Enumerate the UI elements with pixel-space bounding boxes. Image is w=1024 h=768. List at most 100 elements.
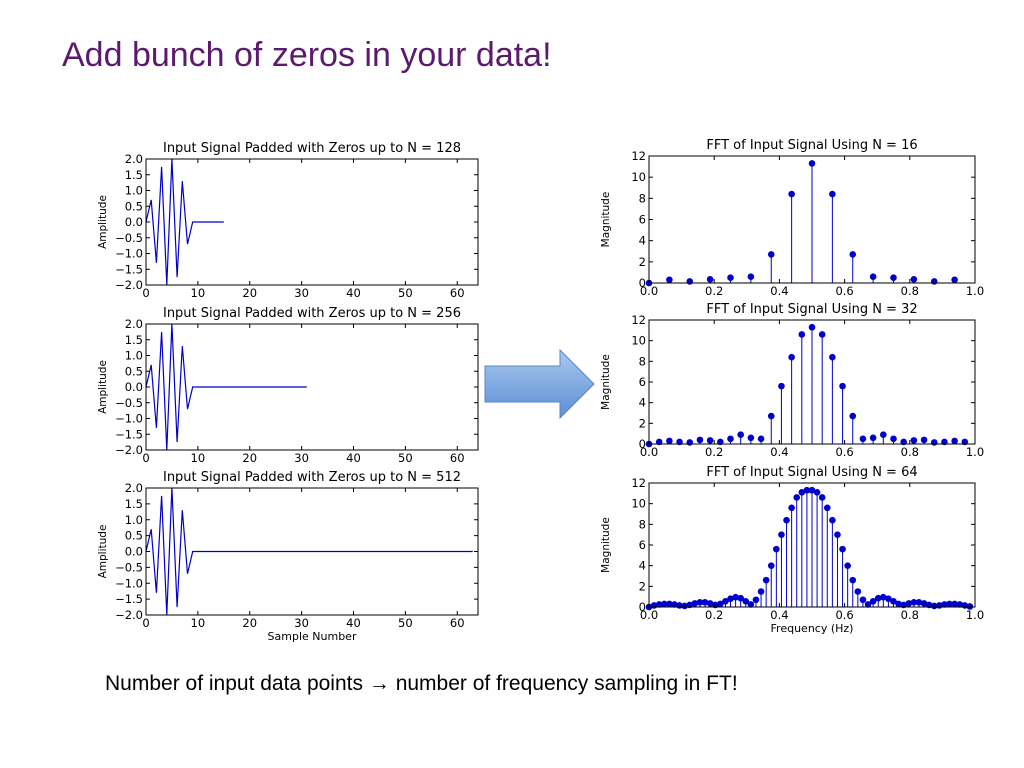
stem-marker <box>696 436 704 444</box>
y-axis-label: Magnitude <box>600 354 612 410</box>
stem-marker <box>829 353 836 361</box>
stem-marker <box>706 437 714 444</box>
y-tick-label: 10 <box>631 170 646 184</box>
x-tick-label: 0.0 <box>640 445 658 459</box>
stem-marker <box>727 274 734 282</box>
stem-marker <box>854 588 862 595</box>
stem-marker <box>885 595 892 603</box>
stem-marker <box>930 278 938 285</box>
y-tick-label: −2.0 <box>115 608 143 622</box>
x-tick-label: 30 <box>294 286 309 300</box>
chart-1: Input Signal Padded with Zeros up to N =… <box>97 141 479 300</box>
y-tick-label: 0.5 <box>125 364 143 378</box>
x-tick-label: 40 <box>346 451 361 465</box>
stem-marker <box>747 601 755 608</box>
y-tick-label: 2.0 <box>125 152 143 166</box>
y-tick-label: 2.0 <box>125 481 143 495</box>
chart-title: Input Signal Padded with Zeros up to N =… <box>163 470 461 485</box>
stem-marker <box>655 601 663 608</box>
y-tick-label: 12 <box>631 476 646 490</box>
x-tick-label: 60 <box>450 451 465 465</box>
stem-marker <box>767 412 775 420</box>
y-tick-label: 1.0 <box>125 184 143 198</box>
stem-marker <box>956 601 964 608</box>
x-tick-label: 0.8 <box>901 284 919 298</box>
x-tick-label: 30 <box>294 616 309 630</box>
stem-marker <box>951 276 958 284</box>
stem-marker <box>757 588 765 595</box>
y-tick-label: −0.5 <box>115 560 143 574</box>
stem-marker <box>864 601 872 608</box>
x-tick-label: 0.2 <box>705 608 723 622</box>
stem-marker <box>966 603 974 610</box>
stem-marker <box>808 323 816 331</box>
stem-marker <box>839 382 846 390</box>
stem-marker <box>823 504 831 512</box>
stem-marker <box>813 489 821 496</box>
y-tick-label: 0.0 <box>125 545 143 559</box>
y-tick-label: 6 <box>639 213 646 227</box>
y-tick-label: 8 <box>639 517 646 531</box>
stem-marker <box>859 596 867 604</box>
stem-marker <box>717 600 724 608</box>
stem-marker <box>829 516 836 524</box>
x-tick-label: 0.8 <box>901 608 919 622</box>
x-tick-label: 60 <box>450 616 465 630</box>
y-tick-label: −2.0 <box>115 443 143 457</box>
chart-title: Input Signal Padded with Zeros up to N =… <box>163 141 461 156</box>
x-tick-label: 0.0 <box>640 608 658 622</box>
x-tick-label: 20 <box>242 286 257 300</box>
x-tick-label: 20 <box>242 451 257 465</box>
chart-2: Input Signal Padded with Zeros up to N =… <box>97 306 479 465</box>
x-tick-label: 0.0 <box>640 284 658 298</box>
y-tick-label: 0 <box>639 276 646 290</box>
stem-marker <box>818 331 826 338</box>
stem-marker <box>767 562 775 569</box>
stem-marker <box>880 431 887 439</box>
y-tick-label: 2 <box>639 416 646 430</box>
y-axis-label: Magnitude <box>600 517 612 573</box>
stem-marker <box>941 601 948 608</box>
stem-marker <box>869 598 877 605</box>
stem-marker <box>910 275 918 283</box>
y-tick-label: 1.5 <box>125 333 143 347</box>
y-tick-label: −1.0 <box>115 576 143 590</box>
stem-marker <box>706 600 714 607</box>
stem-marker <box>722 598 729 605</box>
stem-marker <box>793 494 801 501</box>
stem-marker <box>737 594 744 602</box>
stem-marker <box>666 437 673 445</box>
x-tick-label: 0 <box>142 286 149 300</box>
y-tick-label: 10 <box>631 497 646 511</box>
stem-marker <box>660 600 668 608</box>
y-tick-label: 1.5 <box>125 497 143 511</box>
stem-marker <box>762 576 770 584</box>
y-tick-label: −2.0 <box>115 278 143 292</box>
x-tick-label: 0 <box>142 616 149 630</box>
x-tick-label: 0.8 <box>901 445 919 459</box>
stem-marker <box>869 434 877 442</box>
x-tick-label: 40 <box>346 616 361 630</box>
stem-marker <box>727 435 734 443</box>
stem-marker <box>732 593 739 601</box>
right-arrow-icon <box>484 348 595 420</box>
stem-marker <box>951 600 958 608</box>
x-axis-label: Sample Number <box>268 630 357 643</box>
stem-marker <box>849 412 857 420</box>
stem-marker <box>737 431 744 439</box>
x-tick-label: 0.2 <box>705 284 723 298</box>
chart-title: FFT of Input Signal Using N = 32 <box>706 302 917 317</box>
y-tick-label: 1.0 <box>125 513 143 527</box>
y-tick-label: 0.0 <box>125 215 143 229</box>
stem-marker <box>798 489 806 496</box>
x-tick-label: 10 <box>191 286 206 300</box>
y-tick-label: −1.5 <box>115 427 143 441</box>
stem-marker <box>930 439 938 446</box>
chart-3: Input Signal Padded with Zeros up to N =… <box>97 470 479 643</box>
chart-4: FFT of Input Signal Using N = 16 Magnitud… <box>600 138 984 298</box>
x-tick-label: 0.2 <box>705 445 723 459</box>
y-tick-label: 12 <box>631 149 646 163</box>
caption-right: number of frequency sampling in FT! <box>395 672 738 695</box>
y-axis-label: Amplitude <box>97 360 109 414</box>
